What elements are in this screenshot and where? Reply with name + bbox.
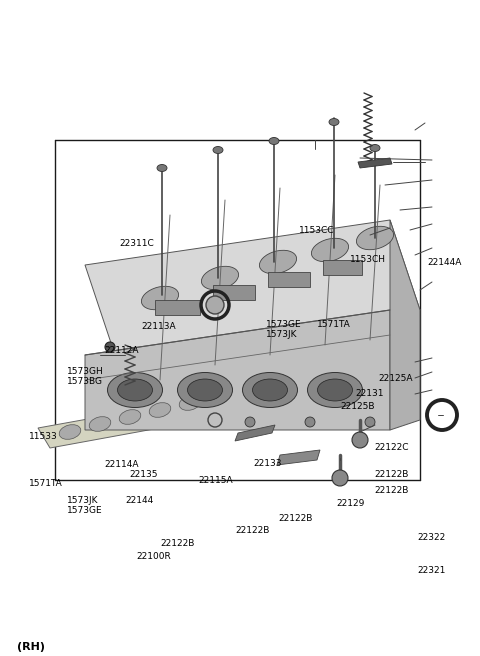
Text: 22122B: 22122B xyxy=(374,486,409,495)
Text: 22115A: 22115A xyxy=(199,476,233,485)
Circle shape xyxy=(105,342,115,352)
Text: 22131: 22131 xyxy=(355,389,384,398)
Ellipse shape xyxy=(252,379,288,401)
Text: 22129: 22129 xyxy=(336,499,364,508)
Text: 22100R: 22100R xyxy=(136,552,171,561)
Text: 22122B: 22122B xyxy=(235,525,270,535)
Ellipse shape xyxy=(188,379,223,401)
Ellipse shape xyxy=(357,226,394,250)
Polygon shape xyxy=(390,220,420,430)
Polygon shape xyxy=(235,425,275,441)
Ellipse shape xyxy=(317,379,352,401)
Text: 1571TA: 1571TA xyxy=(317,319,350,329)
Polygon shape xyxy=(85,310,390,430)
Ellipse shape xyxy=(308,373,362,407)
Ellipse shape xyxy=(213,146,223,154)
Text: 22125B: 22125B xyxy=(341,402,375,411)
Circle shape xyxy=(332,470,348,486)
Polygon shape xyxy=(213,285,255,300)
Ellipse shape xyxy=(178,373,232,407)
Text: 22144: 22144 xyxy=(126,496,154,505)
Ellipse shape xyxy=(119,409,141,424)
Text: 22122C: 22122C xyxy=(374,443,409,452)
Text: 1153CH: 1153CH xyxy=(350,255,386,264)
Polygon shape xyxy=(38,396,225,448)
Text: 1573GE: 1573GE xyxy=(67,506,103,515)
Text: 1573GH: 1573GH xyxy=(67,367,104,376)
Text: 22122B: 22122B xyxy=(160,539,195,548)
Ellipse shape xyxy=(108,373,163,407)
Ellipse shape xyxy=(329,119,339,125)
Ellipse shape xyxy=(59,424,81,440)
Text: 1571TA: 1571TA xyxy=(29,479,62,488)
Polygon shape xyxy=(85,220,420,355)
Text: 1153CC: 1153CC xyxy=(299,226,335,235)
Text: 22321: 22321 xyxy=(418,566,446,575)
Text: 22114A: 22114A xyxy=(105,460,139,469)
Ellipse shape xyxy=(202,266,239,290)
Ellipse shape xyxy=(149,403,171,417)
Polygon shape xyxy=(268,272,310,287)
Text: 22311C: 22311C xyxy=(120,239,154,248)
Circle shape xyxy=(352,432,368,448)
Text: 22133: 22133 xyxy=(253,459,282,468)
Text: (RH): (RH) xyxy=(17,642,45,651)
Polygon shape xyxy=(323,260,362,275)
Polygon shape xyxy=(277,450,320,465)
Text: 22122B: 22122B xyxy=(374,470,409,480)
Ellipse shape xyxy=(312,238,348,262)
Text: 1573JK: 1573JK xyxy=(266,330,298,339)
Circle shape xyxy=(365,417,375,427)
Circle shape xyxy=(245,417,255,427)
Polygon shape xyxy=(155,300,200,315)
Text: 22112A: 22112A xyxy=(105,346,139,356)
Text: 22122B: 22122B xyxy=(278,514,313,523)
Text: 22135: 22135 xyxy=(130,470,158,480)
Circle shape xyxy=(305,417,315,427)
Ellipse shape xyxy=(118,379,153,401)
Text: 22322: 22322 xyxy=(418,533,446,543)
Text: 1573JK: 1573JK xyxy=(67,496,99,505)
Polygon shape xyxy=(358,158,392,168)
Ellipse shape xyxy=(142,286,179,310)
Ellipse shape xyxy=(370,144,380,152)
Ellipse shape xyxy=(242,373,298,407)
Ellipse shape xyxy=(89,417,111,432)
Text: 22113A: 22113A xyxy=(141,321,176,331)
Text: 22125A: 22125A xyxy=(378,374,413,383)
Text: 1573BG: 1573BG xyxy=(67,377,103,386)
Ellipse shape xyxy=(269,138,279,144)
Ellipse shape xyxy=(179,396,201,411)
Ellipse shape xyxy=(157,165,167,171)
Text: 11533: 11533 xyxy=(29,432,58,441)
Ellipse shape xyxy=(259,251,297,274)
Text: 22144A: 22144A xyxy=(427,258,462,267)
Ellipse shape xyxy=(206,296,224,314)
Text: 1573GE: 1573GE xyxy=(266,319,302,329)
